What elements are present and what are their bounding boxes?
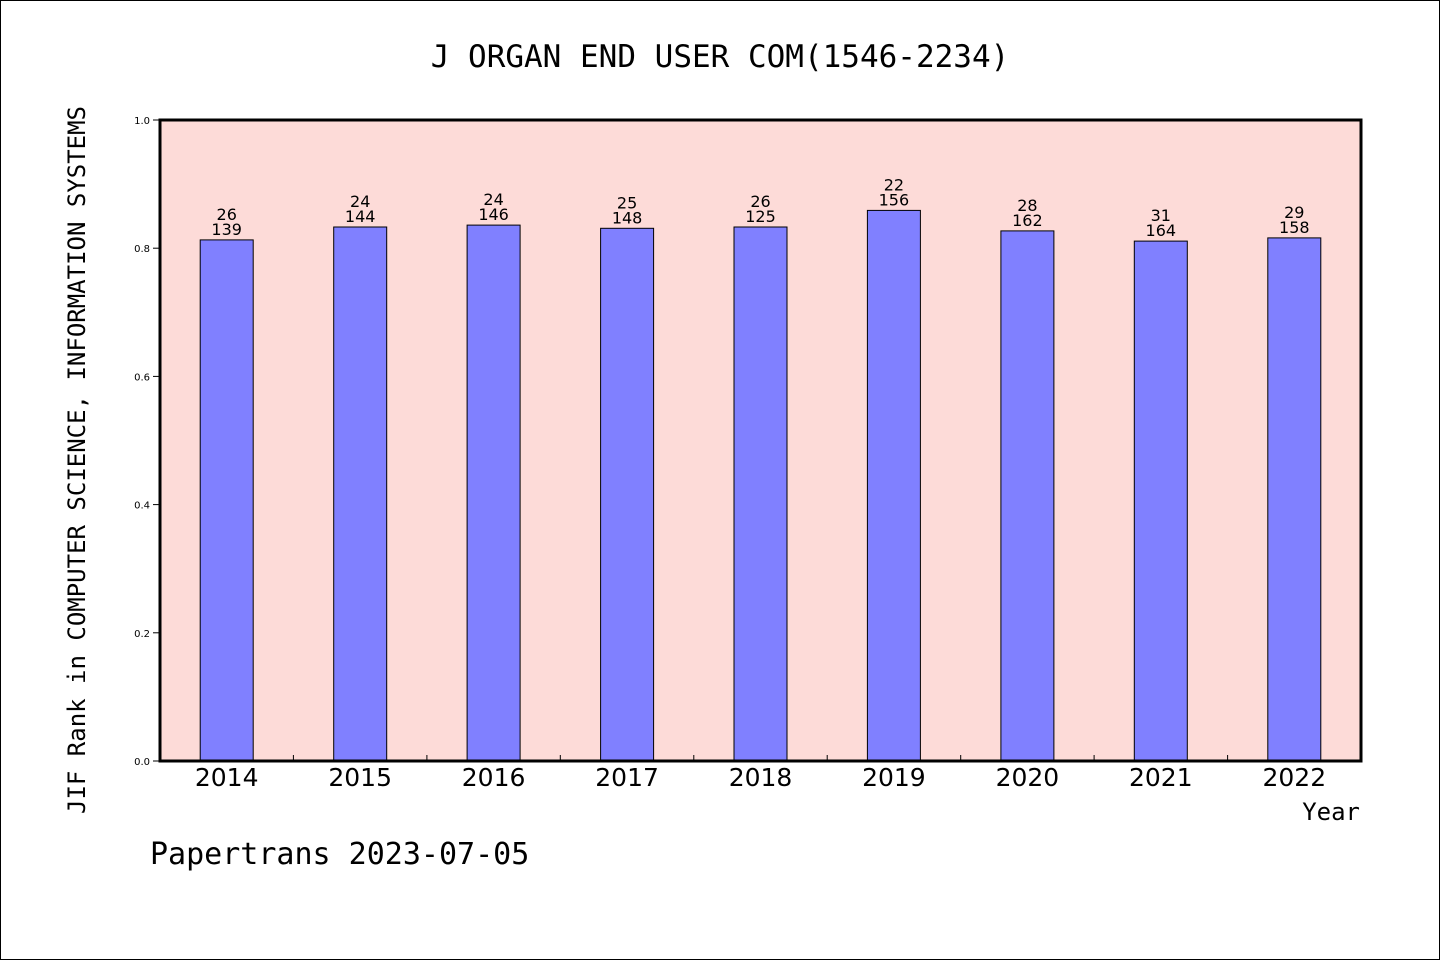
y-tick-label: 0.2 (134, 629, 150, 640)
data-label-total-2015: 144 (345, 207, 376, 226)
bar-2017 (600, 227, 655, 762)
x-tick-label-2015: 2015 (328, 763, 392, 792)
x-axis-ticks: 2014 2015 2016 2017 2018 2019 2020 2021 2022 (195, 755, 1326, 792)
data-label-total-2020: 162 (1012, 211, 1043, 230)
data-label-rank-2017: 25 (617, 193, 637, 212)
data-label-rank-2022: 29 (1284, 203, 1304, 222)
bar-2021 (1133, 240, 1188, 762)
bar-2015 (333, 226, 388, 762)
y-tick-label: 0.6 (134, 372, 150, 383)
x-tick-label-2016: 2016 (462, 763, 526, 792)
y-axis-ticks: 0.0 0.2 0.4 0.6 0.8 1.0 (134, 116, 160, 768)
data-label-total-2017: 148 (612, 208, 643, 227)
x-tick-label-2014: 2014 (195, 763, 259, 792)
x-tick-label-2017: 2017 (595, 763, 659, 792)
bar-series (199, 209, 1322, 762)
data-label-total-2018: 125 (745, 207, 776, 226)
data-label-rank-2018: 26 (750, 192, 770, 211)
bar-2022 (1267, 237, 1322, 762)
x-tick-label-2022: 2022 (1262, 763, 1326, 792)
data-label-rank-2021: 31 (1151, 206, 1171, 225)
bar-2020 (1000, 230, 1055, 762)
plot-border (158, 118, 1363, 763)
x-tick-label-2018: 2018 (729, 763, 793, 792)
data-label-rank-2020: 28 (1017, 196, 1037, 215)
bar-2019 (866, 209, 921, 762)
y-axis-label: JIF Rank in COMPUTER SCIENCE, INFORMATIO… (63, 106, 91, 814)
data-label-total-2016: 146 (478, 205, 509, 224)
footer-text: Papertrans 2023-07-05 (150, 837, 529, 872)
chart-title: J ORGAN END USER COM(1546-2234) (431, 39, 1010, 75)
bar-2016 (466, 224, 521, 762)
x-tick-label-2021: 2021 (1129, 763, 1193, 792)
x-tick-label-2019: 2019 (862, 763, 926, 792)
data-label-total-2014: 139 (211, 220, 242, 239)
x-axis-label: Year (1302, 798, 1360, 826)
y-tick-label: 0.8 (134, 244, 150, 255)
data-label-rank-2015: 24 (350, 192, 370, 211)
data-label-total-2019: 156 (879, 190, 910, 209)
data-label-total-2021: 164 (1146, 221, 1177, 240)
data-label-rank-2019: 22 (884, 175, 904, 194)
bar-2014 (199, 239, 254, 762)
y-tick-label: 0.4 (134, 501, 150, 512)
data-label-total-2022: 158 (1279, 218, 1310, 237)
x-tick-label-2020: 2020 (996, 763, 1060, 792)
data-label-rank-2014: 26 (217, 205, 237, 224)
bar-2018 (733, 226, 788, 762)
y-tick-label: 1.0 (134, 116, 150, 127)
y-tick-label: 0.0 (134, 757, 150, 768)
data-label-rank-2016: 24 (483, 190, 503, 209)
